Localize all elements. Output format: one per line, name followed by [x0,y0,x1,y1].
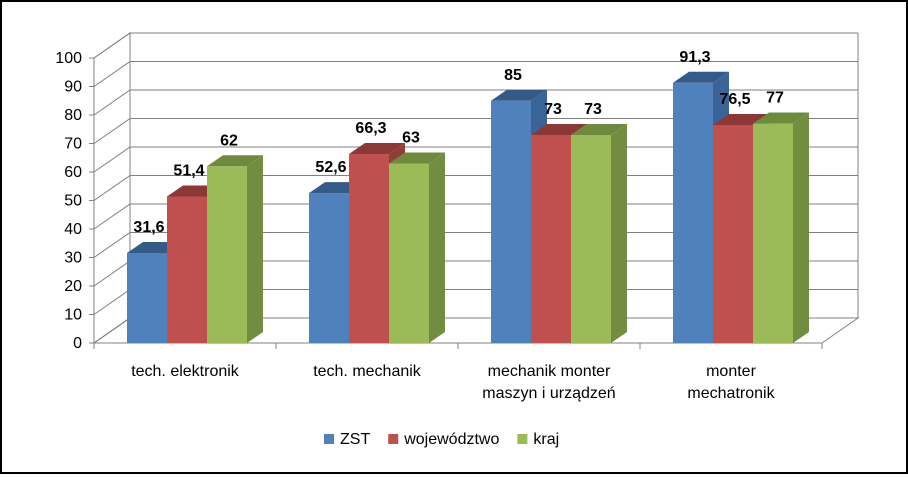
data-label: 73 [584,101,602,118]
x-axis: tech. elektronik tech. mechanik mechanik m… [93,342,823,402]
gridline [93,89,858,116]
legend-swatch [517,434,528,444]
data-label: 31,6 [133,219,164,236]
legend-label: kraj [533,431,559,448]
data-label: 91,3 [679,49,710,66]
legend-item: kraj [517,431,559,448]
y-axis: 0 10 20 30 40 50 60 70 80 90 100 [55,50,95,352]
legend-swatch [324,434,334,444]
bar-side [793,112,809,343]
y-tick-label: 30 [64,250,82,267]
data-label: 85 [504,67,522,84]
data-label: 63 [402,129,420,146]
bars [127,71,809,344]
bar-top [571,123,627,135]
legend-label: województwo [403,431,499,448]
legend: ZST województwo kraj [324,431,559,448]
bar [389,152,445,343]
legend-item: ZST [324,431,370,448]
y-tick-label: 60 [64,164,82,181]
data-label: 77 [766,90,784,107]
bar-front [673,82,713,344]
y-tick-label: 20 [64,278,82,295]
legend-swatch [388,434,399,444]
bar-front [389,163,429,343]
y-tick-label: 40 [64,221,82,238]
bar-front [753,123,793,343]
bar-top [531,123,587,135]
bar-side [611,123,627,343]
bar-top [207,155,263,167]
gridline [93,61,858,87]
x-category-label: tech. mechanik [313,363,422,380]
y-tick-label: 0 [73,335,82,352]
data-label: 66,3 [355,120,386,137]
x-category-label: mechanik monter [488,363,611,380]
y-tick-label: 100 [55,50,82,67]
data-label: 51,4 [173,163,204,180]
bar-front [349,154,389,343]
data-labels: 31,6 51,4 62 52,6 66,3 63 85 73 73 91,3 76,5 77 [133,49,784,236]
bar-front [491,100,531,343]
bar-top [753,112,809,124]
y-tick-label: 90 [64,79,82,96]
x-category-label: mechatronik [687,385,775,402]
data-label: 62 [220,132,238,149]
bar-front [309,193,349,343]
data-label: 76,5 [719,91,750,108]
legend-label: ZST [340,431,370,448]
bar-top [491,89,547,101]
legend-item: województwo [388,431,499,448]
gridline [93,118,858,144]
bar-front [531,134,571,343]
x-category-label: monter [706,363,756,380]
bar-front [207,166,247,343]
bar-front [167,196,207,343]
bar-front [571,134,611,343]
x-category-label: tech. elektronik [131,363,240,380]
bar-side [429,152,445,343]
gridline [93,32,858,59]
y-tick-label: 50 [64,193,82,210]
bar-front [713,124,753,343]
y-tick-label: 80 [64,107,82,124]
bar-side [247,155,263,343]
y-tick-label: 70 [64,136,82,153]
data-label: 73 [544,101,562,118]
bar-top [389,152,445,164]
bar-top [673,71,729,83]
bar-front [127,252,167,343]
data-label: 52,6 [315,159,346,176]
bar [571,123,627,343]
bar-top [349,143,405,155]
x-category-label: maszyn i urządzeń [482,385,615,402]
y-tick-label: 10 [64,307,82,324]
bar [753,112,809,343]
bar [207,155,263,343]
